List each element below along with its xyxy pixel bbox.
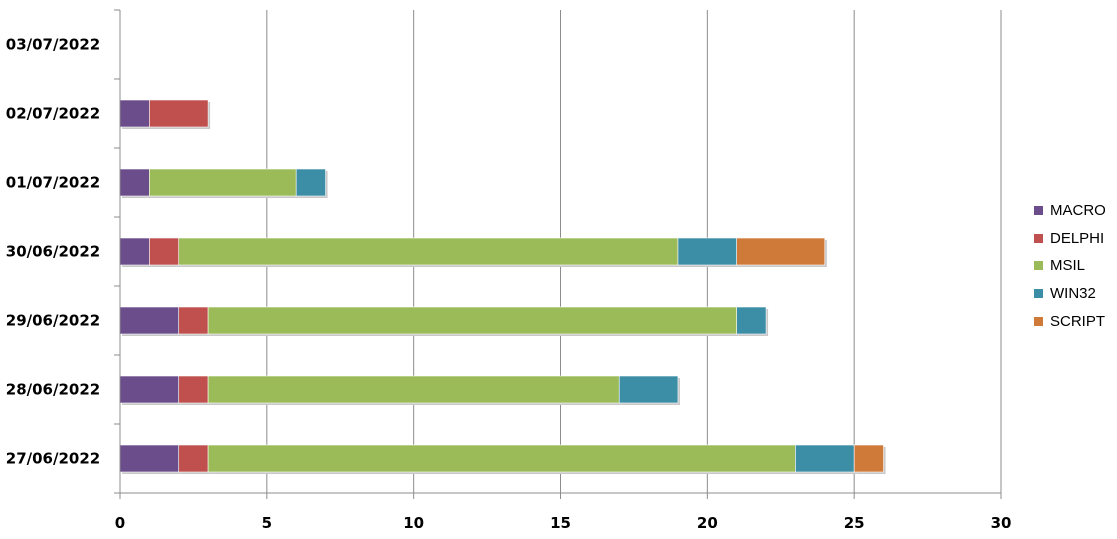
bar-segment-msil <box>207 375 620 404</box>
x-tick-labels: 0 5 10 15 20 25 30 <box>115 514 1012 532</box>
category-label: 02/07/2022 <box>6 105 100 123</box>
x-tick-label: 10 <box>403 514 424 532</box>
legend-label: SCRIPT <box>1050 312 1106 330</box>
legend-swatch <box>1034 233 1043 243</box>
legend-swatch <box>1034 261 1043 271</box>
category-label: 27/06/2022 <box>6 450 100 468</box>
bar-segment-msil <box>178 237 679 266</box>
legend-item: DELPHI <box>1034 225 1106 253</box>
bar-segment-win32 <box>677 237 738 266</box>
legend-swatch <box>1034 289 1043 299</box>
bar-segment-msil <box>207 444 796 473</box>
bar-segment-macro <box>119 306 180 335</box>
bar-segment-win32 <box>295 168 326 197</box>
bar-segment-msil <box>149 168 297 197</box>
bar-segment-script <box>736 237 826 266</box>
x-tick-label: 5 <box>262 514 272 532</box>
legend-label: MSIL <box>1050 257 1086 275</box>
legend: MACRO DELPHI MSIL WIN32 SCRIPT <box>1034 197 1106 335</box>
bars <box>119 99 886 474</box>
bar-segment-macro <box>119 168 150 197</box>
legend-swatch <box>1034 206 1043 216</box>
legend-label: WIN32 <box>1050 285 1096 303</box>
bar-segment-delphi <box>178 444 209 473</box>
x-tick-label: 20 <box>697 514 718 532</box>
category-label: 30/06/2022 <box>6 243 100 261</box>
x-tick-label: 25 <box>844 514 865 532</box>
bar-segment-msil <box>207 306 737 335</box>
bar-segment-win32 <box>736 306 767 335</box>
legend-item: SCRIPT <box>1034 307 1106 335</box>
legend-item: MSIL <box>1034 252 1106 280</box>
bar-segment-delphi <box>149 99 209 128</box>
category-label: 01/07/2022 <box>6 174 100 192</box>
bar-segment-macro <box>119 237 150 266</box>
category-label: 28/06/2022 <box>6 381 100 399</box>
x-tick-label: 15 <box>550 514 571 532</box>
bar-segment-macro <box>119 99 150 128</box>
legend-item: WIN32 <box>1034 280 1106 308</box>
legend-swatch <box>1034 316 1043 326</box>
bar-segment-delphi <box>178 306 209 335</box>
bar-segment-macro <box>119 444 180 473</box>
bar-segment-win32 <box>795 444 855 473</box>
axes <box>114 9 1002 499</box>
legend-item: MACRO <box>1034 197 1106 225</box>
legend-label: DELPHI <box>1050 229 1105 247</box>
bar-segment-delphi <box>149 237 180 266</box>
category-label: 29/06/2022 <box>6 312 100 330</box>
bar-segment-delphi <box>178 375 209 404</box>
x-tick-label: 0 <box>115 514 125 532</box>
x-tick-label: 30 <box>991 514 1012 532</box>
category-label: 03/07/2022 <box>6 36 100 54</box>
category-labels: 27/06/2022 28/06/2022 29/06/2022 30/06/2022… <box>6 36 100 468</box>
bar-segment-macro <box>119 375 180 404</box>
bar-segment-win32 <box>618 375 679 404</box>
legend-label: MACRO <box>1050 202 1106 220</box>
bar-segment-script <box>853 444 884 473</box>
